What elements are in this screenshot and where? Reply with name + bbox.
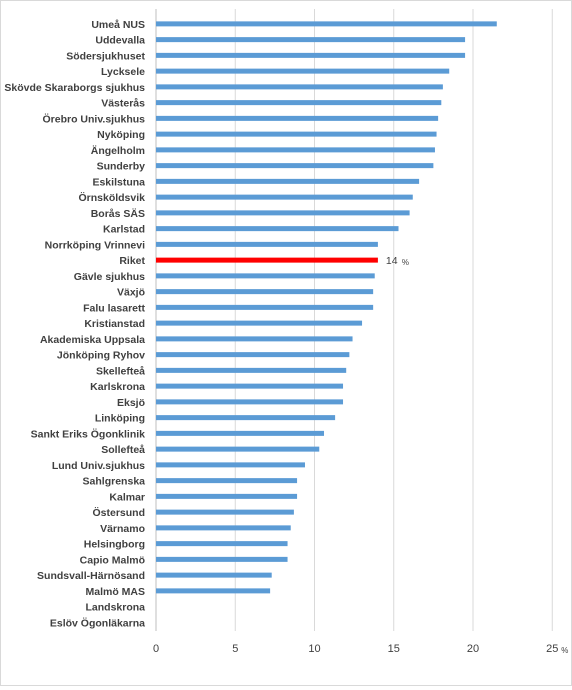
category-label: Eslöv Ögonläkarna (50, 616, 145, 629)
bar (156, 446, 320, 452)
category-label: Örebro Univ.sjukhus (43, 112, 146, 125)
x-tick-label: 20 (467, 643, 479, 655)
category-label: Lycksele (101, 66, 145, 78)
category-label: Sundsvall-Härnösand (37, 570, 145, 582)
bar (156, 509, 294, 515)
category-label: Riket (119, 255, 145, 267)
bar (156, 415, 336, 421)
bar (156, 383, 344, 389)
bar (156, 525, 291, 531)
bar (156, 320, 363, 326)
bar (156, 226, 399, 232)
category-label: Norrköping Vrinnevi (45, 239, 145, 251)
bar (156, 37, 466, 43)
bar (156, 588, 271, 594)
bar (156, 241, 378, 247)
bar (156, 194, 413, 200)
bar (156, 336, 353, 342)
category-label: Södersjukhuset (66, 50, 145, 62)
x-tick-label: 15 (388, 643, 400, 655)
bar (156, 352, 350, 358)
bar (156, 84, 443, 90)
category-label: Jönköping Ryhov (57, 350, 145, 362)
bar (156, 115, 439, 121)
highlight-data-unit: % (402, 258, 409, 267)
bar (156, 399, 344, 405)
category-label: Värnamo (100, 523, 145, 535)
x-tick-label: 5 (232, 643, 238, 655)
category-label: Landskrona (85, 602, 145, 614)
bar (156, 68, 450, 74)
category-label: Capio Malmö (80, 554, 145, 566)
category-label: Örnsköldsvik (78, 191, 145, 204)
category-labels: Umeå NUS Uddevalla Södersjukhuset Lycksele S… (4, 19, 145, 630)
x-tick-label: 10 (308, 643, 320, 655)
category-label: Ängelholm (91, 144, 145, 157)
bar (156, 478, 298, 484)
category-label: Sahlgrenska (83, 476, 146, 488)
highlight-data-label: 14 (386, 255, 398, 267)
category-label: Helsingborg (84, 539, 145, 551)
bar (156, 430, 325, 436)
bar (156, 289, 374, 295)
category-label: Lund Univ.sjukhus (52, 460, 145, 472)
x-axis-unit: % (561, 646, 568, 655)
bars (156, 21, 497, 594)
category-label: Linköping (95, 413, 145, 425)
category-label: Skövde Skaraborgs sjukhus (4, 82, 145, 94)
category-label: Akademiska Uppsala (40, 334, 145, 346)
category-label: Eskilstuna (92, 176, 145, 188)
bar (156, 273, 375, 279)
category-label: Umeå NUS (91, 19, 145, 31)
bar (156, 147, 435, 153)
x-tick-labels: 0 5 10 15 20 25% (153, 643, 568, 655)
category-label: Karlstad (103, 224, 145, 236)
category-label: Sankt Eriks Ögonklinik (31, 427, 146, 440)
category-label: Kalmar (109, 491, 145, 503)
category-label: Eksjö (117, 397, 145, 409)
category-label: Östersund (92, 506, 145, 519)
category-label: Västerås (101, 98, 145, 110)
bar (156, 163, 434, 169)
bar (156, 52, 466, 58)
annotations: 14% (386, 255, 409, 267)
category-label: Växjö (117, 287, 145, 299)
category-label: Malmö MAS (85, 586, 145, 598)
category-label: Gävle sjukhus (74, 271, 145, 283)
category-label: Borås SÄS (91, 207, 145, 220)
category-label: Skellefteå (96, 365, 145, 377)
bar-highlight (156, 257, 378, 263)
x-tick-label: 0 (153, 643, 159, 655)
bar (156, 131, 437, 137)
bar (156, 493, 298, 499)
category-label: Sollefteå (101, 444, 145, 456)
bar (156, 367, 347, 373)
bar (156, 210, 410, 216)
category-label: Falu lasarett (83, 302, 145, 314)
bar (156, 21, 497, 27)
category-label: Uddevalla (95, 35, 145, 47)
bar (156, 541, 288, 547)
category-label: Sunderby (97, 161, 146, 173)
bar (156, 462, 305, 468)
category-label: Kristianstad (84, 318, 145, 330)
bar (156, 572, 272, 578)
bar (156, 304, 374, 310)
category-label: Nyköping (97, 129, 145, 141)
category-label: Karlskrona (90, 381, 145, 393)
x-tick-label: 25 (546, 643, 558, 655)
bar (156, 100, 442, 106)
bar (156, 556, 288, 562)
bar (156, 178, 420, 184)
